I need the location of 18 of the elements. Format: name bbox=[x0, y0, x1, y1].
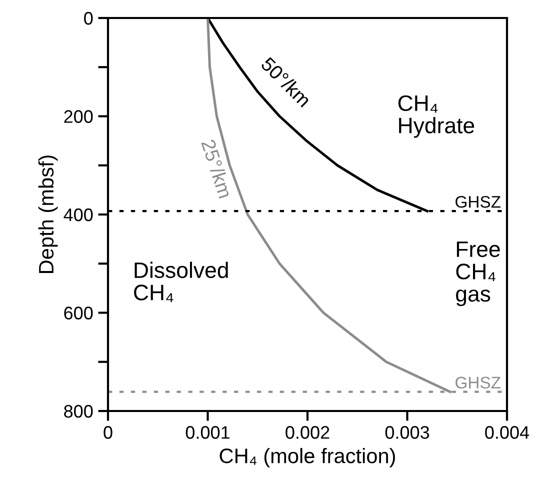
y-axis-title: Depth (mbsf) bbox=[38, 156, 58, 273]
text: 25°/km bbox=[201, 138, 233, 199]
x-tick-label: 0.003 bbox=[385, 426, 430, 439]
x-tick-label: 0.002 bbox=[286, 426, 330, 439]
x-tick-label: 0.004 bbox=[485, 426, 530, 439]
y-tick-label: 200 bbox=[64, 110, 93, 123]
x-axis-title: CH₄ (mole fraction) bbox=[220, 448, 395, 468]
ref-line-label: GHSZ bbox=[456, 196, 500, 208]
x-tick-label: 0 bbox=[104, 426, 112, 439]
ref-line-label: GHSZ bbox=[456, 376, 500, 389]
y-tick-label: 600 bbox=[64, 306, 93, 320]
y-tick-label: 0 bbox=[84, 12, 93, 25]
y-tick-label: 800 bbox=[64, 404, 93, 418]
annotation: Dissolved CH₄ bbox=[134, 262, 228, 302]
annotation: CH₄ Hydrate bbox=[398, 95, 474, 138]
y-tick-label: 400 bbox=[64, 208, 93, 222]
x-tick-label: 0.001 bbox=[186, 426, 230, 439]
annotation: Free CH₄ gas bbox=[456, 242, 500, 306]
